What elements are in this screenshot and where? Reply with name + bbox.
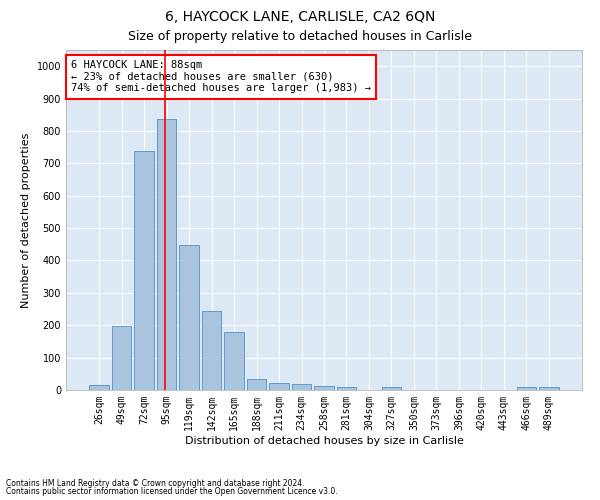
Text: Size of property relative to detached houses in Carlisle: Size of property relative to detached ho… [128, 30, 472, 43]
Bar [292, 384, 311, 390]
Text: Contains HM Land Registry data © Crown copyright and database right 2024.: Contains HM Land Registry data © Crown c… [6, 478, 305, 488]
Bar [247, 378, 266, 390]
Bar [539, 387, 559, 390]
Bar [224, 332, 244, 390]
Bar [314, 386, 334, 390]
Bar [202, 312, 221, 390]
Text: 6 HAYCOCK LANE: 88sqm
← 23% of detached houses are smaller (630)
74% of semi-det: 6 HAYCOCK LANE: 88sqm ← 23% of detached … [71, 60, 371, 94]
Y-axis label: Number of detached properties: Number of detached properties [21, 132, 31, 308]
Bar [112, 326, 131, 390]
Bar [157, 118, 176, 390]
Bar [269, 382, 289, 390]
Bar [382, 387, 401, 390]
X-axis label: Distribution of detached houses by size in Carlisle: Distribution of detached houses by size … [185, 436, 463, 446]
Text: Contains public sector information licensed under the Open Government Licence v3: Contains public sector information licen… [6, 487, 338, 496]
Text: 6, HAYCOCK LANE, CARLISLE, CA2 6QN: 6, HAYCOCK LANE, CARLISLE, CA2 6QN [165, 10, 435, 24]
Bar [89, 385, 109, 390]
Bar [517, 387, 536, 390]
Bar [337, 388, 356, 390]
Bar [179, 245, 199, 390]
Bar [134, 151, 154, 390]
